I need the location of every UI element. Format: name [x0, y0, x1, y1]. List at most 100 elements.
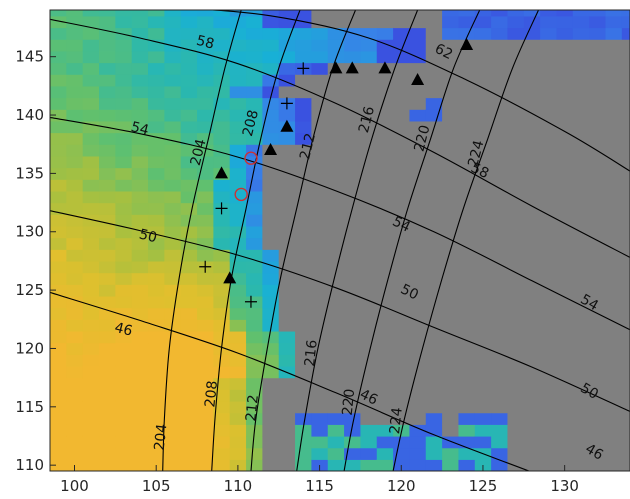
heatmap-cell: [115, 435, 133, 449]
heatmap-cell: [278, 10, 296, 17]
heatmap-cell: [311, 319, 329, 332]
heatmap-cell: [572, 354, 590, 367]
heatmap-cell: [66, 225, 84, 239]
heatmap-cell: [278, 190, 296, 204]
heatmap-cell: [66, 365, 84, 379]
heatmap-cell: [409, 424, 427, 437]
heatmap-cell: [376, 354, 394, 367]
heatmap-cell: [523, 412, 541, 425]
heatmap-cell: [99, 109, 116, 122]
heatmap-cell: [278, 249, 296, 262]
heatmap-cell: [180, 50, 198, 64]
heatmap-cell: [197, 62, 214, 75]
heatmap-cell: [360, 377, 378, 390]
heatmap-cell: [376, 10, 394, 17]
heatmap-cell: [66, 307, 84, 320]
heatmap-cell: [82, 424, 100, 437]
heatmap-cell: [344, 424, 362, 437]
heatmap-cell: [589, 249, 607, 262]
heatmap-cell: [164, 400, 182, 414]
heatmap-cell: [621, 62, 630, 75]
heatmap-cell: [99, 389, 116, 402]
heatmap-cell: [50, 400, 67, 414]
heatmap-cell: [295, 354, 313, 367]
heatmap-cell: [197, 447, 214, 460]
heatmap-cell: [360, 272, 378, 285]
heatmap-cell: [605, 447, 623, 460]
x-tick-label: 125: [469, 477, 498, 495]
contour-label-46: 46: [357, 386, 380, 408]
heatmap-cell: [572, 330, 590, 344]
heatmap-cell: [376, 377, 394, 390]
heatmap-cell: [425, 190, 443, 204]
heatmap-cell: [556, 330, 574, 344]
heatmap-cell: [295, 225, 313, 239]
heatmap-cell: [409, 120, 427, 134]
heatmap-cell: [458, 202, 476, 215]
heatmap-cell: [246, 342, 263, 355]
x-tick-label: 100: [60, 477, 89, 495]
heatmap-cell: [99, 307, 116, 320]
heatmap-cell: [164, 459, 182, 471]
heatmap-cell: [409, 27, 427, 40]
heatmap-cell: [82, 459, 100, 471]
triangle-marker: [215, 166, 229, 179]
heatmap-cell: [507, 365, 525, 379]
heatmap-cell: [148, 307, 165, 320]
heatmap-cell: [50, 167, 67, 180]
heatmap-cell: [115, 62, 133, 75]
heatmap-cell: [262, 435, 280, 449]
heatmap-cell: [409, 237, 427, 250]
heatmap-cell: [425, 342, 443, 355]
heatmap-cell: [556, 74, 574, 87]
heatmap-cell: [99, 284, 116, 297]
heatmap-cell: [589, 202, 607, 215]
heatmap-cell: [99, 319, 116, 332]
heatmap-cell: [393, 155, 411, 169]
heatmap-cell: [278, 342, 296, 355]
heatmap-cell: [507, 144, 525, 157]
heatmap-cell: [523, 424, 541, 437]
heatmap-cell: [458, 155, 476, 169]
heatmap-cell: [229, 354, 247, 367]
heatmap-cell: [262, 424, 280, 437]
contour-label-50: 50: [398, 281, 421, 303]
heatmap-cell: [360, 97, 378, 110]
heatmap-cell: [523, 284, 541, 297]
plus-marker: [215, 202, 228, 215]
heatmap-cell: [66, 412, 84, 425]
heatmap-cell: [360, 225, 378, 239]
heatmap-cell: [540, 237, 558, 250]
heatmap-cell: [344, 284, 362, 297]
heatmap-cell: [278, 132, 296, 145]
heatmap-cell: [442, 412, 460, 425]
heatmap-cell: [131, 214, 149, 227]
heatmap-cell: [295, 120, 313, 134]
heatmap-cell: [360, 74, 378, 87]
heatmap-cell: [295, 435, 313, 449]
heatmap-cell: [164, 74, 182, 87]
heatmap-cell: [605, 144, 623, 157]
heatmap-cell: [425, 39, 443, 52]
heatmap-cell: [311, 62, 329, 75]
heatmap-cell: [50, 424, 67, 437]
heatmap-cell: [82, 85, 100, 99]
heatmap-cell: [180, 27, 198, 40]
contour-label-54: 54: [390, 214, 413, 236]
heatmap-cell: [262, 155, 280, 169]
heatmap-cell: [409, 389, 427, 402]
heatmap-cell: [148, 50, 165, 64]
contour-label-216: 216: [356, 105, 378, 135]
heatmap-cell: [409, 307, 427, 320]
heatmap-cell: [131, 295, 149, 309]
heatmap-cell: [458, 179, 476, 192]
heatmap-cell: [180, 249, 198, 262]
heatmap-cell: [572, 179, 590, 192]
heatmap-cell: [621, 190, 630, 204]
heatmap-cell: [458, 424, 476, 437]
heatmap-cell: [425, 202, 443, 215]
heatmap-cell: [523, 27, 541, 40]
heatmap-cell: [556, 284, 574, 297]
heatmap-cell: [572, 260, 590, 274]
